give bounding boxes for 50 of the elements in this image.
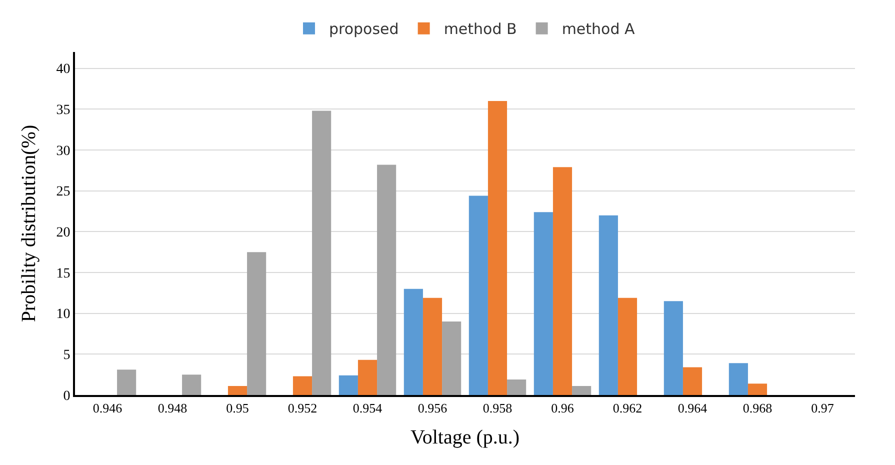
x-tick-label: 0.95 xyxy=(226,400,249,416)
x-axis-title: Voltage (p.u.) xyxy=(410,426,520,449)
legend-label: proposed xyxy=(329,20,399,38)
bar xyxy=(228,386,248,395)
bar xyxy=(572,386,592,395)
x-tick-label: 0.962 xyxy=(612,400,642,416)
bar xyxy=(422,298,442,395)
bar xyxy=(552,167,572,395)
y-tick-label: 35 xyxy=(56,103,70,118)
y-tick-label: 20 xyxy=(56,226,70,241)
bar xyxy=(358,360,378,395)
bar xyxy=(748,384,768,395)
bar xyxy=(664,301,683,395)
bar xyxy=(507,379,526,395)
bar xyxy=(292,376,312,395)
x-tick-label: 0.96 xyxy=(551,400,574,416)
bar xyxy=(618,298,638,395)
y-tick-label: 25 xyxy=(56,184,70,200)
x-tick-label: 0.97 xyxy=(811,400,834,416)
x-tick-label: 0.946 xyxy=(92,400,123,416)
y-tick-label: 10 xyxy=(56,307,70,322)
bar xyxy=(404,288,423,395)
bar xyxy=(682,367,702,395)
legend-label: method B xyxy=(444,20,517,38)
x-tick-label: 0.958 xyxy=(482,400,512,416)
bar xyxy=(338,375,358,395)
bar xyxy=(468,196,488,395)
x-tick-label: 0.948 xyxy=(158,400,188,416)
legend-label: method A xyxy=(562,20,636,38)
bar xyxy=(598,215,618,395)
y-tick-label: 40 xyxy=(56,62,70,78)
y-tick-label: 0 xyxy=(63,388,70,404)
bar xyxy=(247,252,266,395)
bar xyxy=(728,363,748,395)
bar xyxy=(312,110,332,395)
bar xyxy=(377,164,396,395)
bar xyxy=(117,370,136,395)
x-tick-label: 0.956 xyxy=(418,400,448,416)
bar xyxy=(182,374,202,395)
x-tick-label: 0.964 xyxy=(678,400,708,416)
bar xyxy=(442,322,462,395)
x-tick-label: 0.954 xyxy=(352,400,383,416)
x-tick-label: 0.952 xyxy=(288,400,318,416)
x-tick-label: 0.968 xyxy=(742,400,772,416)
y-tick-label: 15 xyxy=(56,266,70,282)
y-tick-label: 5 xyxy=(63,348,70,364)
bar xyxy=(534,212,553,395)
y-axis-title: Probility distribution(%) xyxy=(18,124,40,322)
bar xyxy=(488,101,508,395)
y-tick-label: 30 xyxy=(56,144,70,159)
